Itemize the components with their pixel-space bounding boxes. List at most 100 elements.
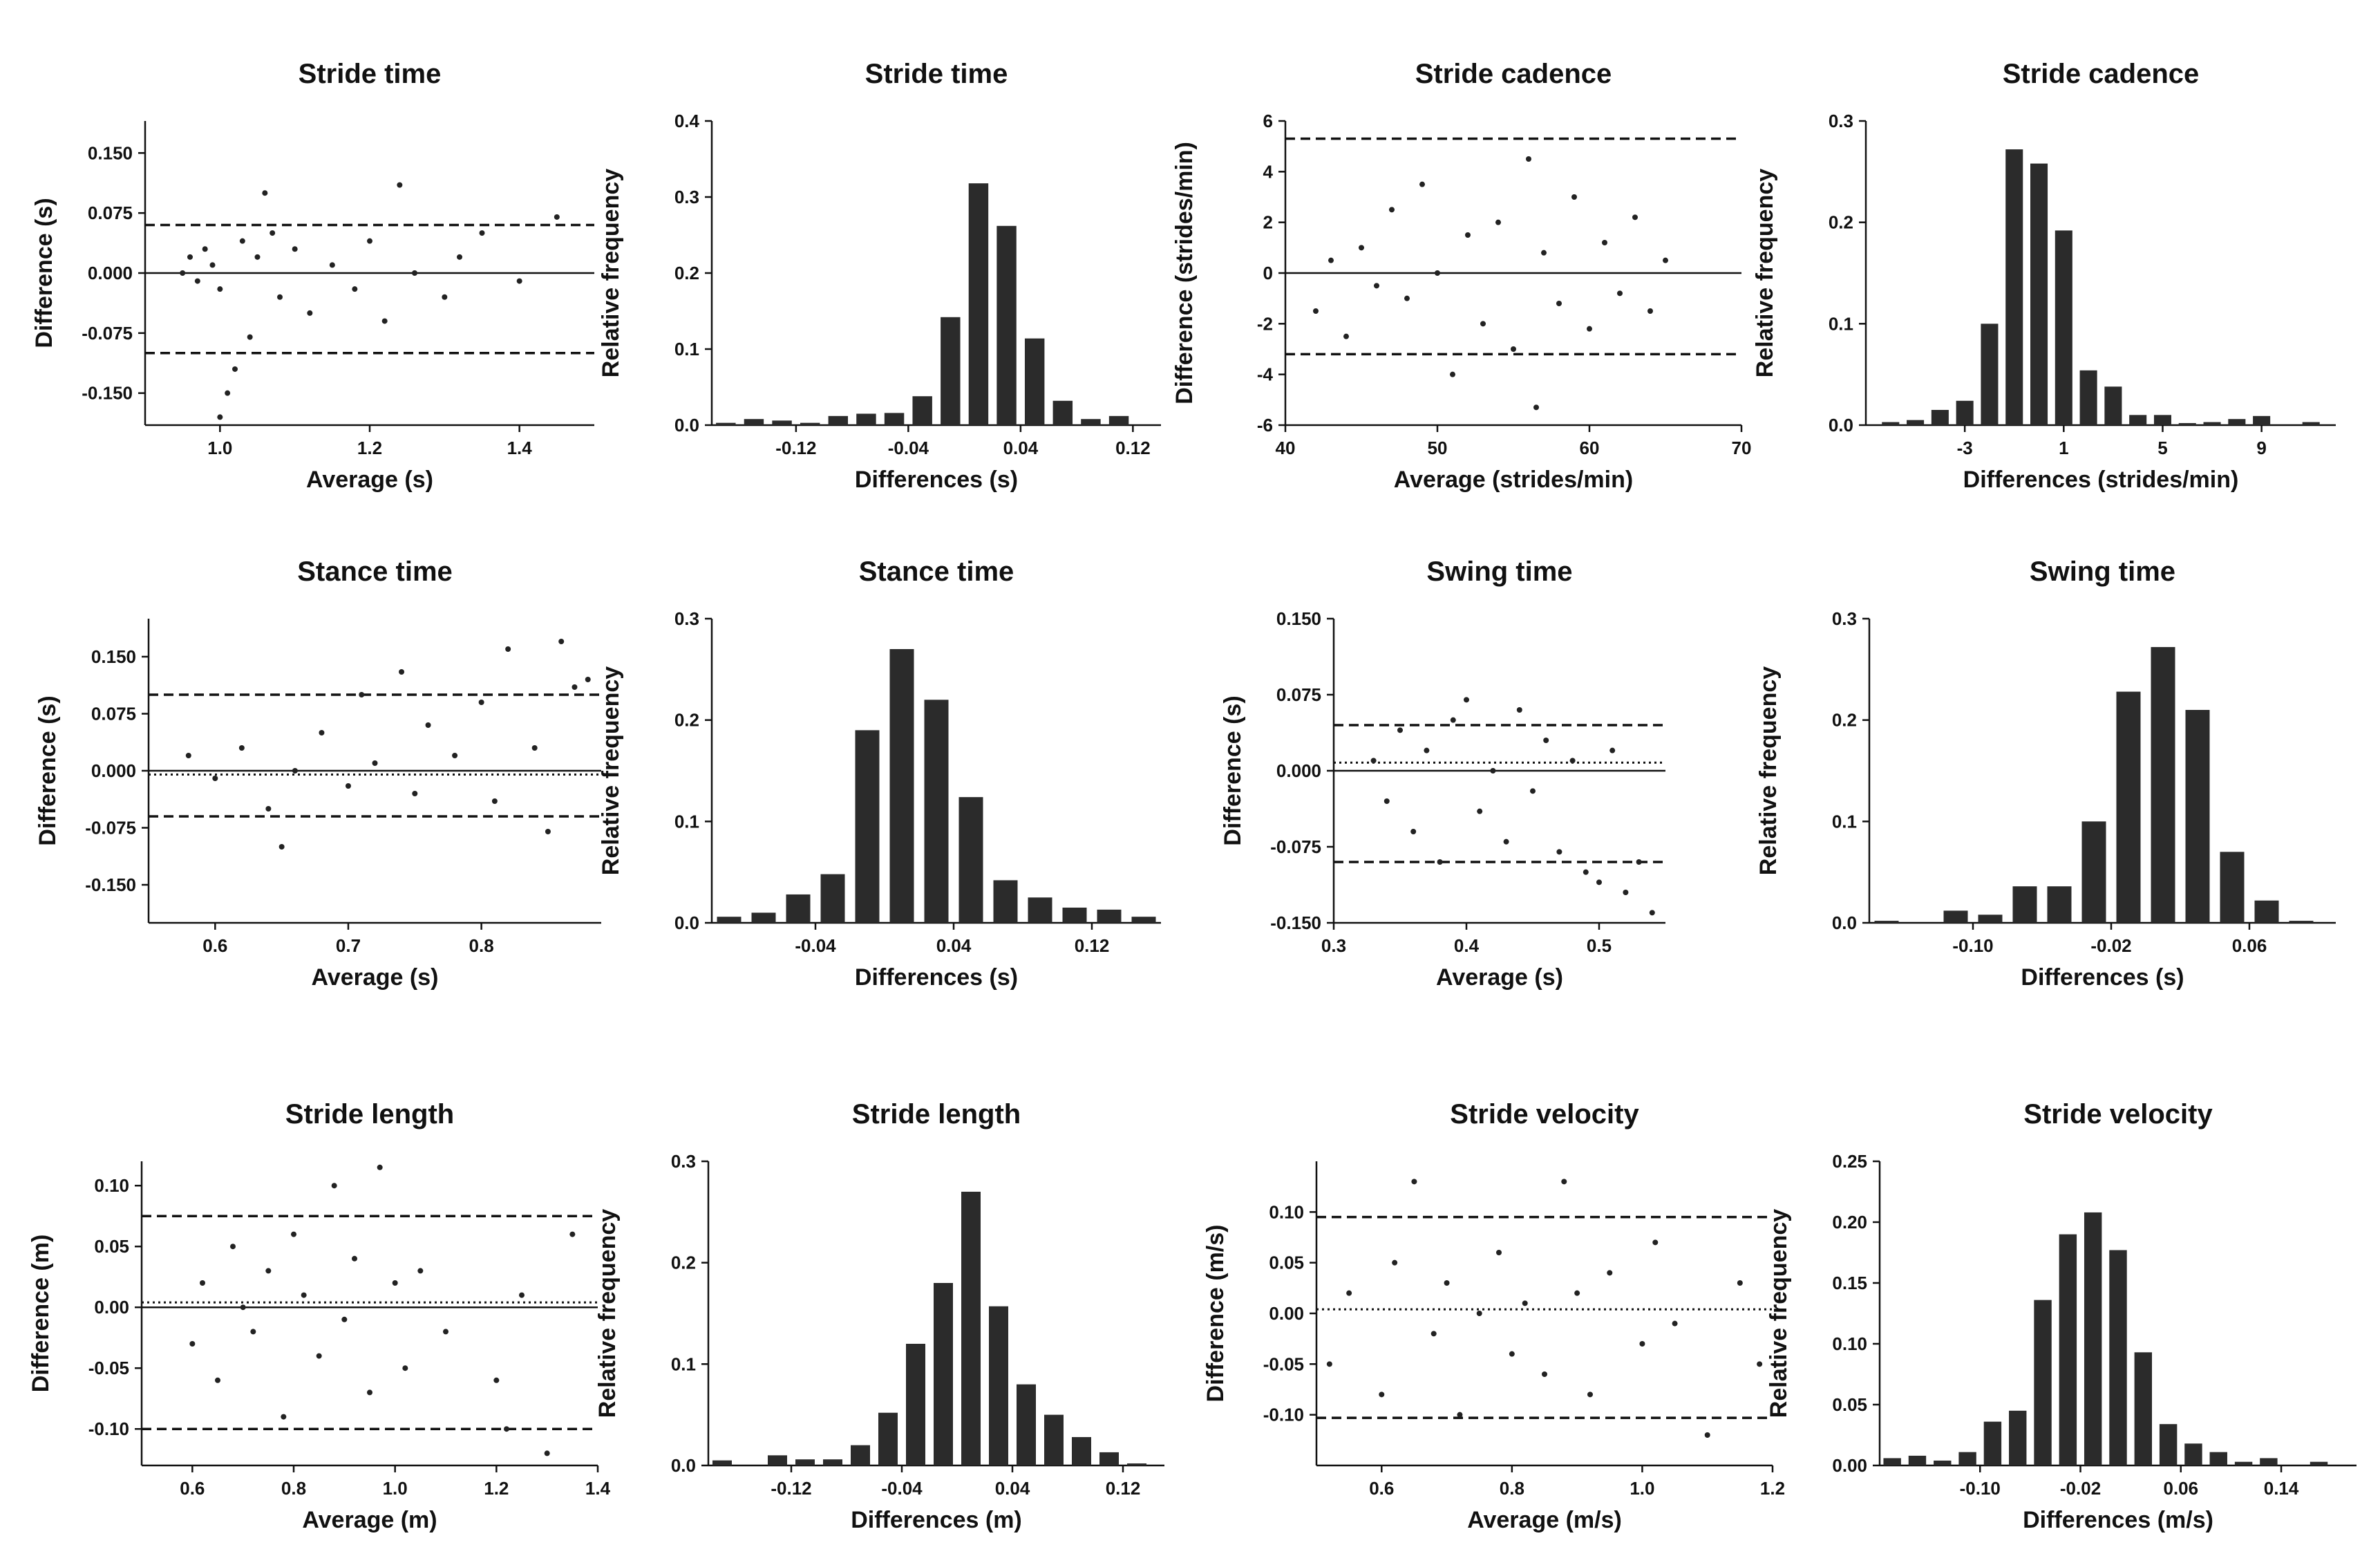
data-point [291, 1231, 296, 1237]
y-tick-label: 0.0 [674, 415, 699, 435]
data-point [367, 238, 372, 244]
histogram-bar [828, 415, 849, 425]
histogram-bar [1099, 1452, 1119, 1465]
data-point [1346, 1290, 1352, 1296]
data-point [352, 286, 358, 292]
y-tick-label: 0.25 [1832, 1151, 1867, 1172]
data-point [1389, 207, 1395, 213]
histogram-bar [1127, 1463, 1146, 1465]
histogram-bar [2185, 710, 2210, 923]
x-tick-label: 0.14 [2264, 1478, 2299, 1499]
histogram-bar [2009, 1410, 2027, 1465]
y-tick-label: -0.150 [1270, 912, 1321, 933]
data-point [262, 190, 268, 196]
panel-title: Stride length [285, 1099, 454, 1130]
histogram-bar [2159, 1424, 2178, 1465]
panel-1: Stride time -0.150 -0.075 0.000 0.075 0.150 1.… [31, 59, 594, 493]
x-tick-label: 0.06 [2232, 935, 2267, 956]
y-tick-label: 0.075 [88, 203, 133, 223]
data-point [1561, 1179, 1567, 1185]
data-point [1477, 808, 1483, 814]
data-point [1596, 879, 1602, 885]
histogram-bar [2059, 1234, 2077, 1465]
x-tick-label: 60 [1580, 438, 1600, 458]
histogram-bar [878, 1412, 898, 1465]
histogram-bar [744, 419, 764, 425]
x-axis-label: Differences (m) [851, 1507, 1022, 1533]
data-point [442, 294, 448, 300]
histogram-bar [2203, 422, 2221, 425]
histogram-bar [2104, 386, 2122, 425]
panel-title: Stride time [299, 59, 442, 89]
histogram-bar [912, 396, 932, 425]
panel-title: Stride length [852, 1099, 1021, 1130]
data-point [1663, 257, 1668, 263]
data-point [377, 1164, 383, 1170]
data-point [292, 246, 298, 252]
x-axis-label: Differences (s) [855, 467, 1018, 493]
data-point [478, 700, 484, 705]
y-tick-label: 0.150 [1276, 608, 1321, 629]
x-tick-label: 0.7 [336, 935, 361, 956]
histogram-bar [1958, 1452, 1976, 1465]
histogram-bar [2178, 423, 2196, 425]
data-point [531, 745, 538, 751]
histogram-bar [2289, 921, 2314, 923]
y-tick-label: 0 [1263, 263, 1273, 283]
data-point [554, 214, 560, 220]
panel-title: Stride cadence [1415, 59, 1612, 89]
x-axis-label: Differences (s) [855, 964, 1018, 991]
y-tick-label: 0.000 [1276, 760, 1321, 781]
data-point [277, 294, 283, 300]
data-point [1587, 1391, 1593, 1398]
histogram-bar [2234, 1461, 2253, 1465]
data-point [341, 1316, 348, 1322]
data-point [1632, 214, 1638, 221]
histogram-bar [2081, 821, 2106, 923]
y-tick-label: 0.075 [1276, 684, 1321, 705]
histogram-bar [2079, 370, 2097, 425]
data-point [1543, 738, 1549, 743]
histogram-bar [961, 1192, 981, 1465]
x-tick-label: 1.2 [1760, 1478, 1785, 1499]
data-point [402, 1365, 408, 1371]
y-tick-label: 0.2 [1832, 710, 1857, 731]
x-axis-label: Differences (strides/min) [1963, 467, 2239, 493]
histogram-bar [1024, 338, 1045, 425]
data-point [1757, 1361, 1763, 1367]
histogram-bar [2034, 1300, 2052, 1465]
data-point [292, 768, 298, 774]
histogram-bar [1934, 1460, 1952, 1465]
data-point [240, 1304, 246, 1311]
x-tick-label: 5 [2157, 438, 2167, 458]
data-point [254, 254, 261, 260]
histogram-bar [2310, 1461, 2328, 1465]
histogram-bar [2260, 1458, 2278, 1465]
histogram-bar [2209, 1452, 2227, 1465]
panel-6: Stance time 0.0 0.1 0.2 0.3 -0.04 0.04 0.12 Diff… [598, 556, 1161, 991]
data-point [1649, 910, 1655, 916]
data-point [329, 262, 335, 268]
y-tick-label: 0.3 [1829, 111, 1853, 131]
y-tick-label: 0.4 [674, 111, 700, 131]
y-tick-label: 0.3 [1832, 608, 1857, 629]
data-point [180, 270, 186, 276]
data-point [331, 1183, 337, 1189]
y-axis-label: Difference (strides/min) [1171, 142, 1198, 404]
data-point [185, 753, 191, 758]
histogram-bar [851, 1445, 870, 1465]
data-point [519, 1292, 525, 1298]
histogram-bar [2220, 852, 2245, 923]
data-point [397, 182, 403, 188]
histogram-bar [768, 1455, 787, 1465]
x-tick-label: -0.04 [881, 1478, 923, 1499]
histogram-bar [786, 894, 811, 923]
histogram-bar [2253, 415, 2271, 425]
panel-title: Swing time [2030, 556, 2175, 587]
y-tick-label: 0.3 [674, 608, 699, 629]
data-point [1636, 859, 1642, 865]
histogram-bar [2084, 1212, 2102, 1465]
data-point [412, 270, 417, 276]
data-point [1476, 1311, 1482, 1316]
